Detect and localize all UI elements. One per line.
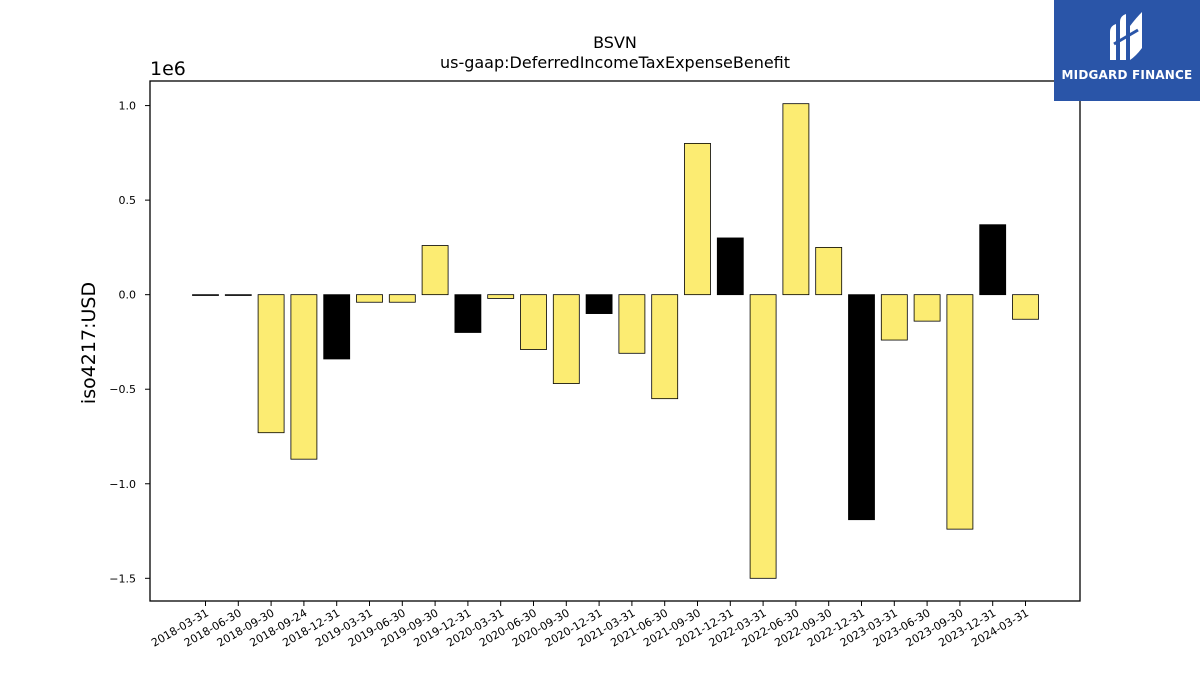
bar-2022-12-31 xyxy=(848,294,875,521)
bar-group xyxy=(192,103,1039,579)
bar-2019-06-30 xyxy=(388,294,416,303)
bar-2023-12-31 xyxy=(979,224,1007,296)
bar-2024-03-31 xyxy=(1012,294,1039,320)
bar-2023-09-30 xyxy=(946,294,974,530)
bar-2020-12-31 xyxy=(585,294,613,314)
y-offset-text: 1e6 xyxy=(150,58,186,80)
bar-2020-06-30 xyxy=(520,294,547,350)
y-tick-label: −1.0 xyxy=(109,478,136,491)
logo-text: MIDGARD FINANCE xyxy=(1061,68,1193,82)
bar-2022-03-31 xyxy=(749,294,777,579)
y-tick-label: 0.5 xyxy=(119,194,137,207)
y-tick-label: −0.5 xyxy=(109,383,136,396)
bar-2018-09-30 xyxy=(257,294,285,434)
plot-frame xyxy=(149,80,1081,602)
bar-2022-09-30 xyxy=(815,246,843,296)
bar-2021-09-30 xyxy=(684,142,711,296)
bar-2019-09-30 xyxy=(421,245,449,296)
y-tick-label: 1.0 xyxy=(119,100,137,113)
chart-title: BSVN xyxy=(593,33,637,52)
bar-2021-12-31 xyxy=(716,237,744,296)
y-tick-label: −1.5 xyxy=(109,572,136,585)
bar-2021-06-30 xyxy=(651,294,679,400)
bar-2023-06-30 xyxy=(913,294,941,322)
x-axis-ticks: 2018-03-312018-06-302018-09-302018-09-24… xyxy=(149,601,1031,650)
bar-2018-03-31 xyxy=(192,294,219,296)
bar-2018-12-31 xyxy=(323,294,351,360)
bar-2019-03-31 xyxy=(356,294,383,303)
bar-2021-03-31 xyxy=(618,294,646,354)
bar-2023-03-31 xyxy=(880,294,908,341)
bar-2018-09-24 xyxy=(290,294,318,460)
midgard-finance-logo: MIDGARD FINANCE xyxy=(1054,0,1200,101)
bar-2020-09-30 xyxy=(552,294,580,384)
bar-2018-06-30 xyxy=(224,294,252,296)
bar-2019-12-31 xyxy=(454,294,482,333)
chart-subtitle: us-gaap:DeferredIncomeTaxExpenseBenefit xyxy=(440,53,790,72)
bar-2022-06-30 xyxy=(782,103,810,296)
midgard-logo-icon xyxy=(1110,12,1142,60)
y-tick-label: 0.0 xyxy=(119,289,137,302)
y-axis-ticks: 1.0 0.5 0.0 −0.5 −1.0 −1.5 xyxy=(109,100,150,585)
bar-2020-03-31 xyxy=(487,294,515,299)
y-axis-label: iso4217:USD xyxy=(78,282,100,404)
